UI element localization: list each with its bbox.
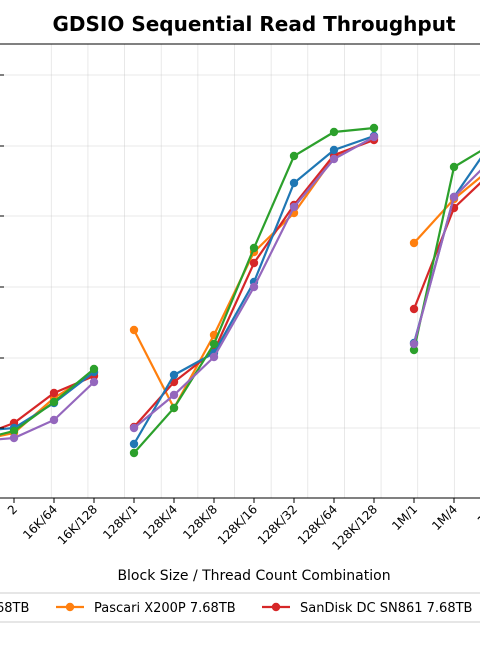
- data-point: [369, 132, 379, 142]
- data-point: [249, 258, 259, 268]
- data-point: [289, 151, 299, 161]
- plot-frame: [0, 43, 480, 499]
- data-point: [289, 202, 299, 212]
- data-point: [169, 390, 179, 400]
- data-point: [129, 439, 139, 449]
- series-4: [0, 132, 480, 443]
- data-point: [409, 304, 419, 314]
- series-1: [0, 123, 480, 458]
- legend-marker: [271, 602, 281, 612]
- data-point: [209, 339, 219, 349]
- data-point: [9, 426, 19, 436]
- x-tick-label: 16K/128: [55, 502, 100, 547]
- legend-box: [0, 592, 480, 623]
- data-point: [329, 127, 339, 137]
- plot-area: [0, 123, 480, 458]
- legend-marker: [65, 602, 75, 612]
- x-axis-label: Block Size / Thread Count Combination: [117, 568, 390, 584]
- series-2: [0, 133, 480, 438]
- data-point: [169, 403, 179, 413]
- data-point: [9, 433, 19, 443]
- x-tick-label: 1M/: [475, 502, 480, 528]
- x-tick-label: 128K/16: [215, 502, 260, 547]
- data-point: [329, 145, 339, 155]
- legend-label: Pascari X200P 7.68TB: [94, 601, 236, 616]
- data-point: [249, 243, 259, 253]
- data-point: [169, 370, 179, 380]
- x-tick-label: 2: [5, 502, 20, 517]
- chart-title: GDSIO Sequential Read Throughput: [52, 12, 455, 36]
- x-tick-label: 1M/1: [389, 502, 420, 533]
- data-point: [289, 178, 299, 188]
- data-point: [449, 162, 459, 172]
- data-point: [369, 123, 379, 133]
- x-tick-label: 16K/64: [20, 502, 60, 542]
- grid: [0, 44, 480, 498]
- data-point: [129, 325, 139, 335]
- data-point: [209, 352, 219, 362]
- series-line: [0, 381, 95, 441]
- data-point: [409, 238, 419, 248]
- legend-item: 68TB: [0, 601, 29, 616]
- series-line: [413, 176, 480, 244]
- data-point: [449, 192, 459, 202]
- x-tick-label: 128K/32: [255, 502, 300, 547]
- series-line: [412, 157, 480, 344]
- x-tick-label: 128K/4: [140, 502, 180, 542]
- data-point: [249, 282, 259, 292]
- series-0: [0, 131, 480, 449]
- legend-label: SanDisk DC SN861 7.68TB: [300, 601, 472, 616]
- data-point: [409, 345, 419, 355]
- legend-item: Pascari X200P 7.68TB: [56, 601, 236, 616]
- legend-label: 68TB: [0, 601, 29, 616]
- legend-item: SanDisk DC SN861 7.68TB: [262, 601, 472, 616]
- data-point: [329, 154, 339, 164]
- x-tick-label: 1M/4: [429, 502, 460, 533]
- data-point: [89, 377, 99, 387]
- legend: 68TB Pascari X200P 7.68TB SanDisk DC SN861…: [0, 592, 480, 623]
- series-3: [0, 135, 480, 432]
- series-line: [133, 137, 375, 411]
- x-tick-label: 128K/8: [180, 502, 220, 542]
- data-point: [49, 388, 59, 398]
- data-point: [409, 339, 419, 349]
- data-point: [89, 364, 99, 374]
- data-point: [129, 423, 139, 433]
- series-line: [412, 181, 480, 310]
- data-point: [49, 397, 59, 407]
- series-line: [0, 368, 95, 436]
- data-point: [49, 415, 59, 425]
- x-tick-label: 128K/1: [100, 502, 140, 542]
- data-point: [129, 448, 139, 458]
